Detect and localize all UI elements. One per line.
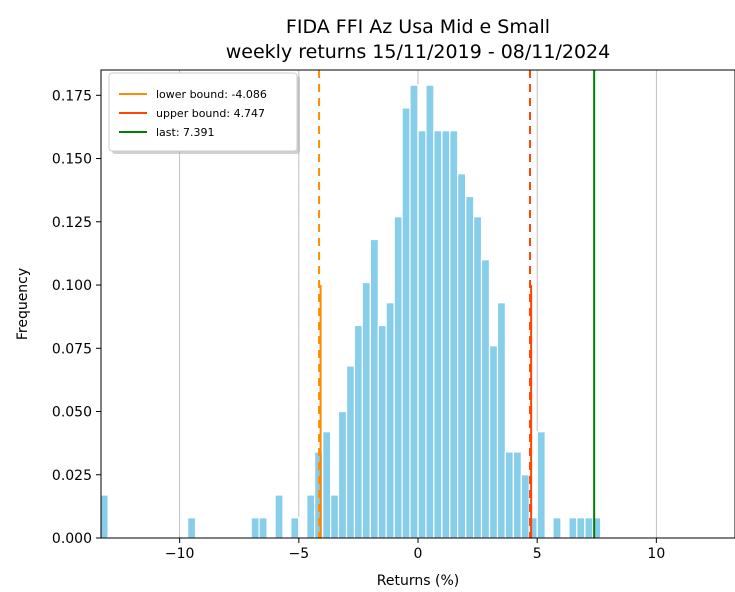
reference-lines xyxy=(319,70,596,538)
histogram-bar-39 xyxy=(584,517,594,539)
x-tick-label-3: 5 xyxy=(533,546,542,562)
histogram-bar-5 xyxy=(290,517,300,539)
histogram-bar-25 xyxy=(457,173,467,539)
histogram-bar-20 xyxy=(417,130,427,539)
histogram-bar-21 xyxy=(425,84,435,539)
histogram-bar-28 xyxy=(480,259,491,539)
histogram-bar-36 xyxy=(552,517,562,539)
x-tick-label-2: 0 xyxy=(414,546,423,562)
histogram-bar-33 xyxy=(520,474,530,539)
legend-label-1: upper bound: 4.747 xyxy=(156,107,265,120)
x-axis-label: Returns (%) xyxy=(377,573,459,589)
histogram-bar-4 xyxy=(274,494,284,539)
histogram-bar-24 xyxy=(449,130,459,539)
histogram-bar-1 xyxy=(187,517,197,539)
x-tick-label-4: 10 xyxy=(647,546,665,562)
histogram-bar-2 xyxy=(250,517,260,539)
histogram-bar-6 xyxy=(306,494,316,539)
legend-label-2: last: 7.391 xyxy=(156,126,215,139)
y-tick-label-0: 0.000 xyxy=(52,531,92,547)
x-tick-label-0: −10 xyxy=(165,546,195,562)
legend: lower bound: -4.086 upper bound: 4.747 las… xyxy=(108,72,300,154)
x-tick-label-1: −5 xyxy=(289,546,310,562)
y-axis-label: Frequency xyxy=(15,268,31,340)
histogram-bar-22 xyxy=(433,130,443,539)
chart-title-line2: weekly returns 15/11/2019 - 08/11/2024 xyxy=(226,41,610,63)
legend-box xyxy=(108,72,298,152)
histogram-bar-11 xyxy=(345,365,356,539)
histogram-bar-16 xyxy=(385,302,395,539)
histogram-bar-14 xyxy=(369,238,379,539)
histogram-bar-13 xyxy=(361,281,371,539)
histogram-bar-8 xyxy=(322,431,332,539)
histogram-bar-12 xyxy=(353,324,363,539)
y-axis-ticks: 0.000 0.025 0.050 0.075 0.100 0.125 0.150 0.175 xyxy=(52,88,101,547)
y-tick-label-3: 0.075 xyxy=(52,341,92,357)
y-tick-label-7: 0.175 xyxy=(52,88,92,104)
histogram-bar-31 xyxy=(504,451,514,539)
histogram-bar-17 xyxy=(393,216,403,539)
histogram-bar-9 xyxy=(330,494,340,539)
histogram-bar-35 xyxy=(536,431,546,539)
histogram-bar-38 xyxy=(576,517,586,539)
histogram-bar-32 xyxy=(512,451,522,539)
histogram-bar-3 xyxy=(258,517,268,539)
histogram-bar-23 xyxy=(441,130,451,539)
y-tick-label-4: 0.100 xyxy=(52,278,92,294)
dashed-bound-lines xyxy=(318,70,532,538)
y-tick-label-5: 0.125 xyxy=(52,215,92,231)
histogram-bar-30 xyxy=(496,302,506,539)
histogram-bar-26 xyxy=(465,195,475,539)
histogram-bar-37 xyxy=(568,517,578,539)
legend-label-0: lower bound: -4.086 xyxy=(156,88,267,101)
y-tick-label-6: 0.150 xyxy=(52,152,92,168)
histogram-bar-27 xyxy=(473,216,483,539)
y-tick-label-1: 0.025 xyxy=(52,468,92,484)
histogram-bar-29 xyxy=(488,345,499,539)
histogram-bar-18 xyxy=(401,107,411,539)
histogram-bar-15 xyxy=(377,324,387,539)
chart-title-line1: FIDA FFI Az Usa Mid e Small xyxy=(286,16,550,38)
histogram-bar-10 xyxy=(337,410,348,539)
y-tick-label-2: 0.050 xyxy=(52,405,92,421)
histogram-bar-19 xyxy=(409,84,419,539)
histogram-bars xyxy=(99,84,602,539)
x-axis-ticks: −10 −5 0 5 10 xyxy=(165,538,665,562)
